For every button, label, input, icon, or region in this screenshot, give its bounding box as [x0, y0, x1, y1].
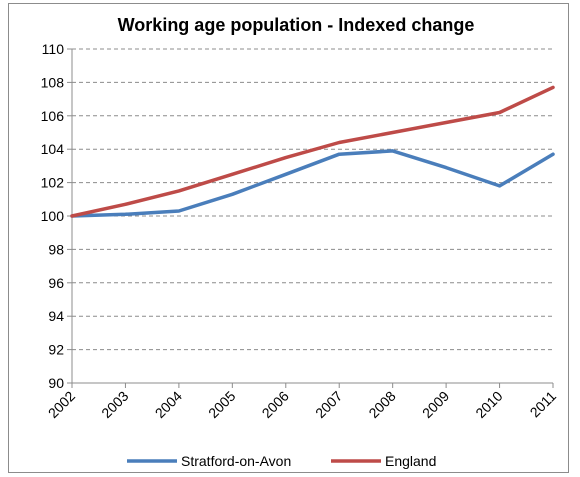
x-tick-labels: 2002 2003 2004 2005 2006 2007 2008 2009 2010 2011	[45, 388, 559, 421]
chart-title: Working age population - Indexed change	[118, 15, 475, 35]
data-point	[551, 152, 555, 156]
data-point	[337, 141, 341, 145]
y-tick-labels: 90 92 94 96 98 100 102 104 106 108 110	[41, 41, 65, 391]
data-point	[551, 85, 555, 89]
y-tick-label: 110	[42, 41, 65, 57]
x-tick-label: 2002	[45, 388, 78, 421]
data-point	[123, 202, 127, 206]
data-point	[230, 172, 234, 176]
legend-label: Stratford-on-Avon	[181, 453, 291, 469]
y-tick-label: 108	[41, 74, 65, 90]
data-point	[177, 209, 181, 213]
y-tick-label: 100	[41, 208, 65, 224]
data-point	[230, 192, 234, 196]
data-point	[123, 212, 127, 216]
y-tick-label: 92	[48, 342, 64, 358]
x-tick-label: 2004	[152, 388, 185, 421]
x-tick-label: 2003	[98, 388, 131, 421]
series-line-2	[70, 85, 555, 218]
data-point	[391, 131, 395, 134]
data-point	[498, 184, 502, 188]
data-point	[284, 156, 288, 160]
x-tick-label: 2011	[527, 388, 560, 421]
x-tick-label: 2009	[419, 388, 452, 421]
data-point	[498, 110, 502, 114]
y-tick-label: 96	[48, 275, 64, 291]
x-tick-label: 2008	[365, 388, 398, 421]
series-lines	[70, 85, 555, 218]
data-point	[444, 120, 448, 124]
data-point	[444, 166, 448, 170]
y-tick-label: 90	[48, 375, 64, 391]
x-tick-label: 2005	[205, 388, 238, 421]
chart-frame: Working age population - Indexed change …	[8, 3, 569, 473]
axes	[67, 48, 554, 388]
legend: Stratford-on-Avon England	[127, 453, 436, 469]
gridlines	[72, 48, 553, 351]
y-tick-label: 106	[41, 108, 65, 124]
x-tick-label: 2006	[259, 388, 292, 421]
series-line-1	[70, 149, 555, 218]
data-point	[284, 172, 288, 176]
y-tick-label: 102	[41, 175, 65, 191]
y-tick-label: 94	[48, 308, 64, 324]
data-point	[337, 152, 341, 156]
x-tick-label: 2010	[472, 388, 505, 421]
y-tick-label: 104	[41, 141, 65, 157]
y-tick-label: 98	[48, 241, 64, 257]
data-point	[70, 214, 74, 218]
data-point	[391, 149, 395, 153]
data-point	[177, 189, 181, 193]
x-tick-label: 2007	[312, 388, 345, 421]
line-chart: Working age population - Indexed change …	[41, 15, 560, 469]
legend-label: England	[385, 453, 436, 469]
